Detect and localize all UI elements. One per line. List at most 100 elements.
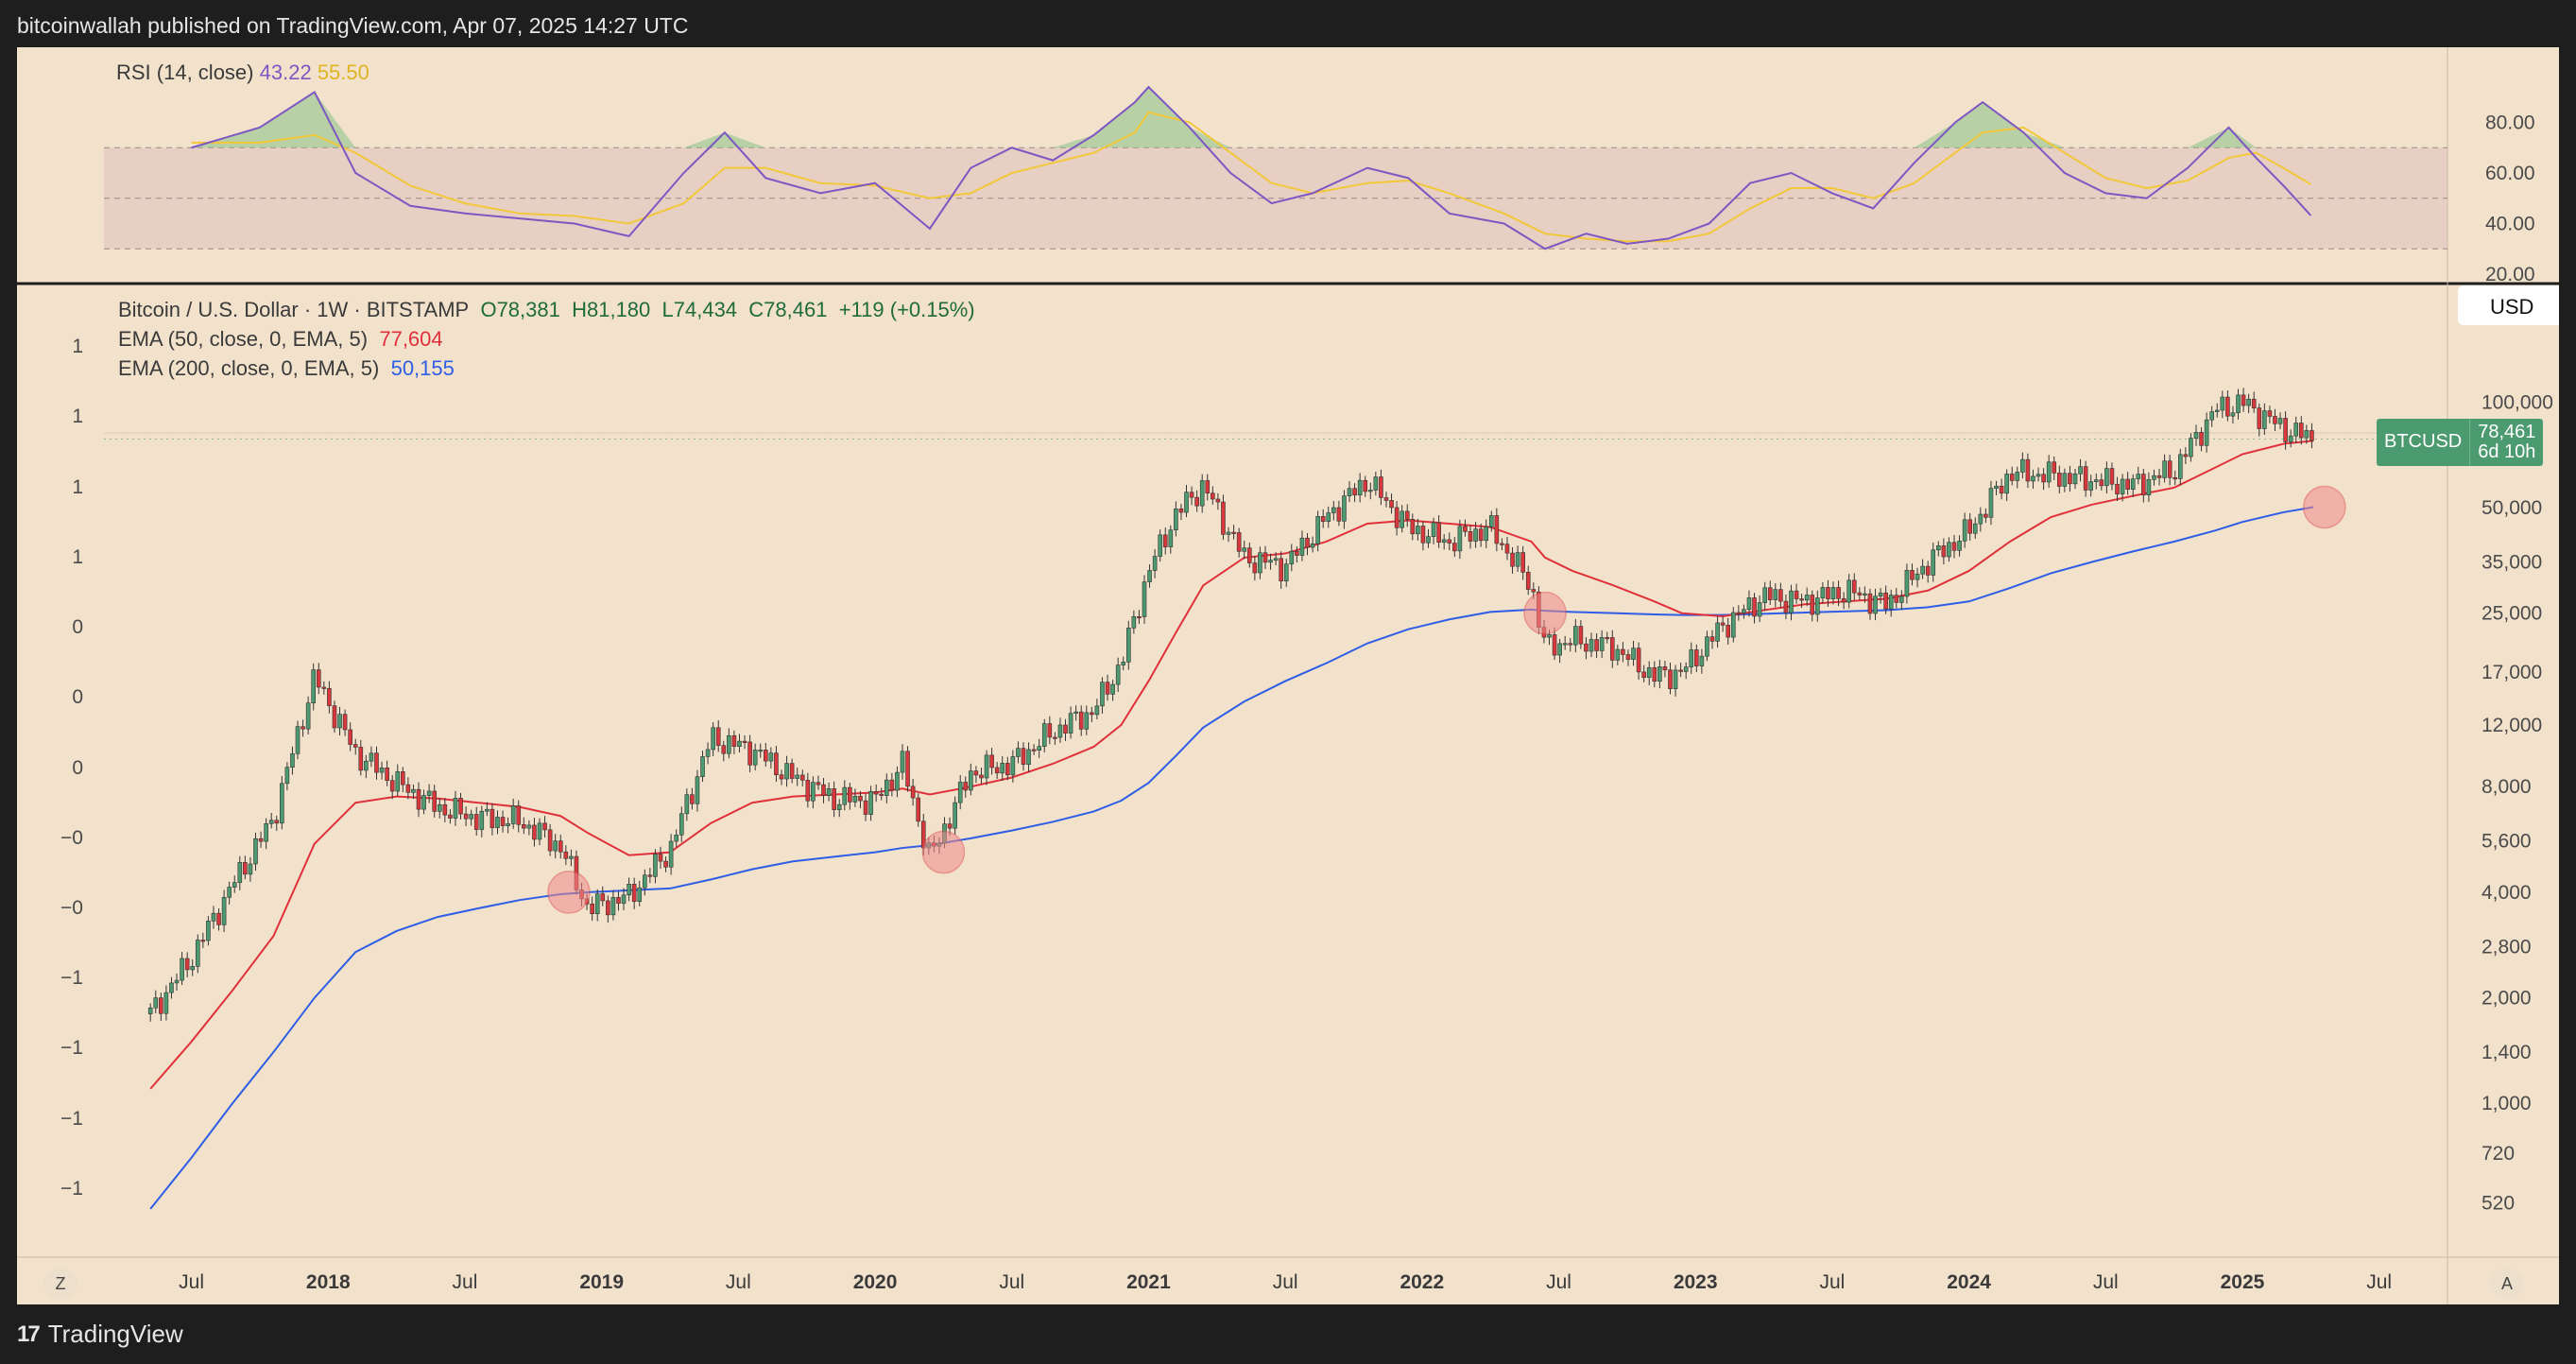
candle-body: [705, 749, 711, 757]
candle-body: [826, 788, 832, 796]
price-legend[interactable]: Bitcoin / U.S. Dollar · 1W · BITSTAMP O7…: [118, 295, 975, 383]
candle-body: [643, 874, 647, 889]
candle-body: [1742, 609, 1746, 613]
candle-body: [1478, 528, 1484, 542]
candle-body: [1246, 547, 1252, 563]
candle-body: [1295, 550, 1299, 556]
candle-body: [1084, 712, 1090, 730]
auto-scale-button[interactable]: A: [2490, 1269, 2524, 1299]
tradingview-logo[interactable]: 17 TradingView: [17, 1320, 183, 1349]
candle-body: [1599, 637, 1605, 651]
candle-body: [458, 798, 463, 815]
candle-body: [1357, 479, 1363, 496]
candle-body: [2283, 418, 2288, 442]
left-scale-label: 0: [72, 686, 83, 708]
candle-body: [1962, 519, 1967, 542]
candle-body: [1121, 662, 1126, 665]
ema50-label: EMA (50, close, 0, EMA, 5): [118, 327, 369, 351]
candle-body: [1436, 522, 1441, 544]
candle-body: [1488, 515, 1494, 527]
candle-body: [1336, 507, 1342, 522]
price-tag-symbol: BTCUSD: [2377, 419, 2471, 466]
price-tick-label: 2,000: [2482, 988, 2532, 1010]
ema200-label: EMA (200, close, 0, EMA, 5): [118, 356, 380, 380]
candle-body: [1452, 543, 1457, 552]
candle-body: [1299, 537, 1305, 556]
candle-body: [180, 958, 184, 981]
candle-body: [1678, 669, 1683, 672]
candle-body: [1094, 705, 1100, 716]
price-tag-price: 78,461: [2478, 422, 2536, 442]
candle-body: [442, 803, 448, 816]
candle-body: [1315, 516, 1320, 544]
candle-body: [495, 817, 500, 828]
time-tick-label: 2018: [306, 1271, 351, 1293]
candle-body: [301, 726, 305, 730]
time-tick-label: Jul: [2366, 1271, 2392, 1293]
candle-body: [795, 774, 799, 779]
candle-body: [1857, 592, 1863, 596]
candle-body: [953, 802, 957, 829]
candle-body: [1589, 639, 1594, 652]
candle-body: [1931, 549, 1936, 576]
zoom-reset-button[interactable]: Z: [43, 1269, 77, 1299]
candle-body: [163, 992, 169, 1014]
time-tick-label: Jul: [999, 1271, 1024, 1293]
candle-body: [984, 754, 989, 779]
candle-body: [1778, 589, 1783, 602]
candle-body: [364, 760, 369, 771]
candle-body: [374, 752, 379, 773]
candle-body: [731, 734, 737, 747]
rsi-pane: 80.00 60.00 40.00 20.00: [17, 47, 2559, 1304]
candle-body: [2193, 432, 2199, 439]
candle-body: [2068, 473, 2072, 485]
candle-body: [1531, 589, 1537, 593]
candle-body: [2062, 473, 2068, 487]
candle-body: [1978, 513, 1984, 525]
candle-body: [700, 756, 705, 777]
candle-body: [405, 784, 411, 793]
left-scale-label: 0: [72, 757, 83, 779]
candle-body: [1394, 507, 1400, 528]
candle-body: [401, 771, 405, 786]
candle-body: [411, 788, 416, 793]
candle-body: [2130, 478, 2136, 490]
candle-body: [1258, 552, 1262, 574]
candle-body: [206, 921, 211, 941]
candle-body: [848, 786, 852, 803]
candle-body: [774, 752, 779, 776]
candle-body: [1767, 587, 1773, 600]
candle-body: [1910, 570, 1915, 580]
candle-body: [1810, 595, 1815, 615]
candle-body: [653, 854, 658, 877]
candle-body: [715, 727, 721, 746]
candle-body: [522, 823, 526, 829]
candle-body: [268, 820, 274, 824]
time-tick-label: Jul: [1546, 1271, 1571, 1293]
candle-body: [1131, 616, 1137, 629]
candle-body: [2035, 474, 2041, 477]
candle-body: [884, 779, 889, 796]
time-tick-label: Jul: [726, 1271, 751, 1293]
price-tick-label: 520: [2482, 1193, 2515, 1215]
rsi-legend[interactable]: RSI (14, close) 43.22 55.50: [116, 60, 369, 85]
price-tick-label: 50,000: [2482, 497, 2542, 519]
currency-selector[interactable]: USD: [2458, 285, 2559, 325]
candle-body: [1484, 527, 1489, 542]
candle-body: [1236, 532, 1242, 552]
candle-body: [1331, 507, 1336, 513]
time-tick-label: 2023: [1674, 1271, 1718, 1293]
candle-body: [1836, 587, 1841, 599]
chart-canvas[interactable]: 80.00 60.00 40.00 20.00 100,000 50,000 35,000…: [17, 47, 2559, 1304]
candle-body: [1078, 711, 1084, 730]
tradingview-brand: TradingView: [47, 1320, 183, 1348]
candle-body: [784, 763, 789, 780]
candle-body: [2236, 394, 2241, 414]
candle-body: [1441, 539, 1447, 544]
candle-body: [1972, 523, 1978, 534]
candle-body: [1174, 509, 1178, 531]
candle-body: [2156, 475, 2162, 478]
candle-body: [1100, 682, 1105, 707]
candle-body: [1199, 480, 1205, 507]
left-scale-label: 1: [72, 406, 83, 427]
